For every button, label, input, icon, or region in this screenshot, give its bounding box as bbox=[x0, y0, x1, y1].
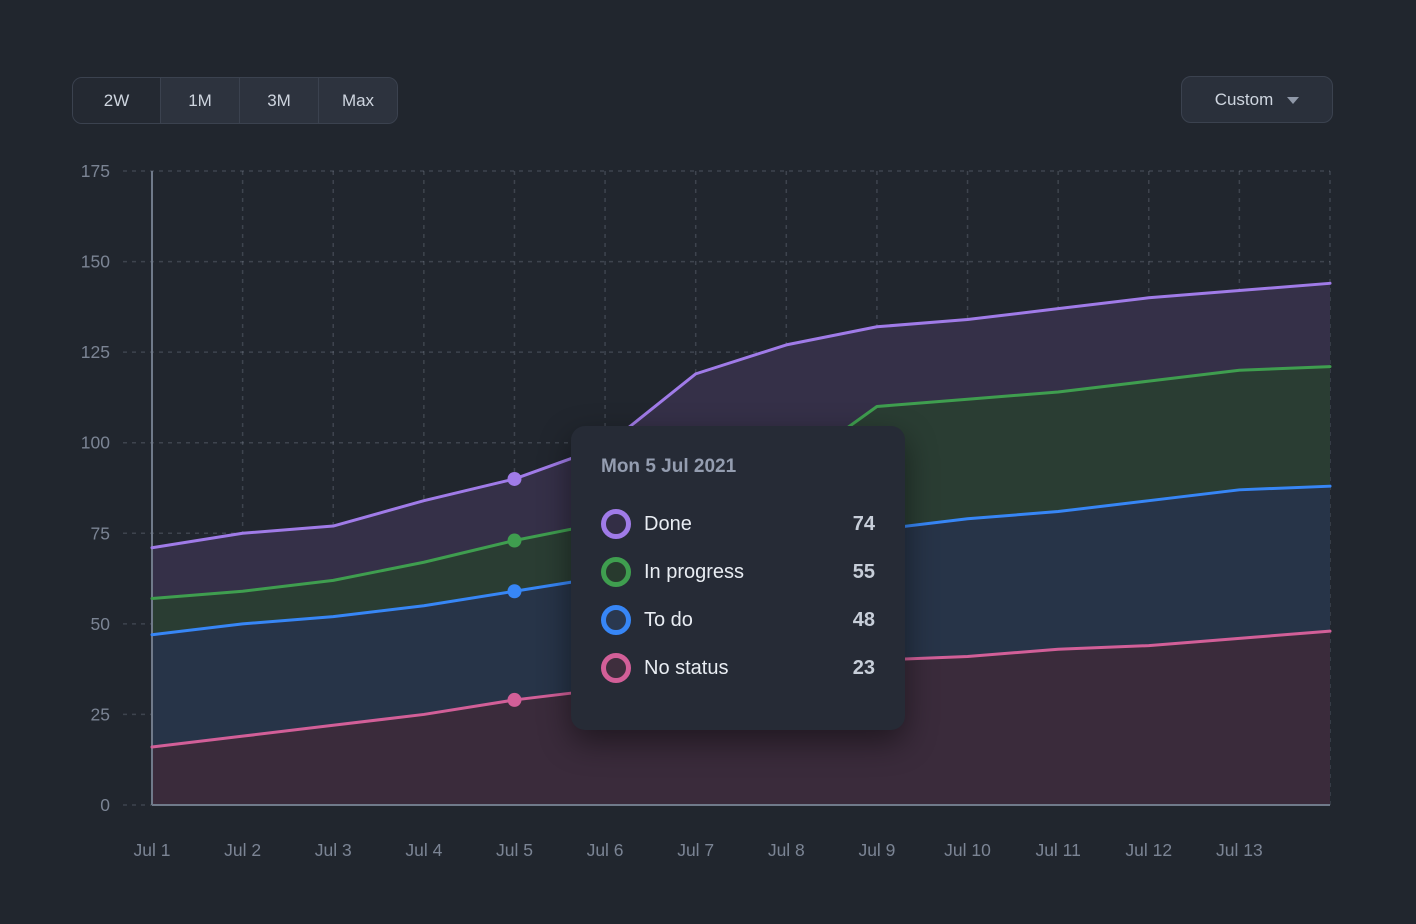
series-value: 23 bbox=[852, 656, 875, 679]
time-range-switcher: 2W 1M 3M Max bbox=[72, 77, 398, 124]
x-axis-tick-label: Jul 6 bbox=[587, 840, 624, 860]
x-axis-tick-label: Jul 2 bbox=[224, 840, 261, 860]
y-axis-tick-label: 125 bbox=[81, 342, 110, 362]
x-axis-tick-label: Jul 7 bbox=[677, 840, 714, 860]
data-point-marker bbox=[507, 692, 522, 707]
x-axis-tick-label: Jul 9 bbox=[858, 840, 895, 860]
series-label: In progress bbox=[644, 560, 745, 583]
x-axis-tick-label: Jul 5 bbox=[496, 840, 533, 860]
y-axis-tick-label: 75 bbox=[91, 523, 110, 543]
y-axis-tick-label: 175 bbox=[81, 161, 110, 181]
x-axis-tick-label: Jul 8 bbox=[768, 840, 805, 860]
series-ring-icon bbox=[601, 653, 631, 683]
series-ring-icon bbox=[601, 509, 631, 539]
chevron-down-icon bbox=[1287, 97, 1300, 104]
x-axis-tick-label: Jul 11 bbox=[1035, 840, 1080, 860]
legend-row: To do 48 bbox=[601, 596, 875, 644]
legend-row: In progress 55 bbox=[601, 548, 875, 596]
x-axis-tick-label: Jul 13 bbox=[1216, 840, 1263, 860]
range-button-max[interactable]: Max bbox=[318, 78, 397, 123]
x-axis-tick-label: Jul 1 bbox=[134, 840, 171, 860]
series-label: To do bbox=[644, 608, 693, 631]
y-axis-tick-label: 25 bbox=[91, 704, 110, 724]
custom-range-label: Custom bbox=[1214, 89, 1274, 109]
series-ring-icon bbox=[601, 605, 631, 635]
y-axis-tick-label: 150 bbox=[81, 252, 110, 272]
data-point-marker bbox=[507, 471, 522, 486]
range-button-2w[interactable]: 2W bbox=[73, 78, 160, 123]
range-button-1m[interactable]: 1M bbox=[160, 78, 239, 123]
series-label: No status bbox=[644, 656, 729, 679]
range-button-3m[interactable]: 3M bbox=[239, 78, 318, 123]
series-value: 48 bbox=[852, 608, 875, 631]
series-value: 55 bbox=[852, 560, 875, 583]
series-line bbox=[150, 281, 1332, 550]
x-axis-tick-label: Jul 3 bbox=[315, 840, 352, 860]
custom-range-dropdown[interactable]: Custom bbox=[1181, 76, 1333, 123]
tooltip-date: Mon 5 Jul 2021 bbox=[601, 456, 737, 477]
series-label: Done bbox=[644, 512, 692, 535]
series-value: 74 bbox=[852, 512, 875, 535]
chart-tooltip: Mon 5 Jul 2021 Done 74 In progress 55 To do 4… bbox=[571, 426, 905, 730]
x-axis-tick-label: Jul 4 bbox=[405, 840, 442, 860]
data-point-marker bbox=[507, 584, 522, 599]
x-axis-tick-label: Jul 10 bbox=[944, 840, 991, 860]
y-axis-tick-label: 50 bbox=[91, 614, 111, 634]
legend-row: No status 23 bbox=[601, 644, 875, 692]
x-axis-tick-label: Jul 12 bbox=[1125, 840, 1172, 860]
series-ring-icon bbox=[601, 557, 631, 587]
y-axis-tick-label: 0 bbox=[100, 795, 110, 815]
data-point-marker bbox=[507, 533, 522, 548]
legend-row: Done 74 bbox=[601, 500, 875, 548]
y-axis-tick-label: 100 bbox=[81, 433, 110, 453]
